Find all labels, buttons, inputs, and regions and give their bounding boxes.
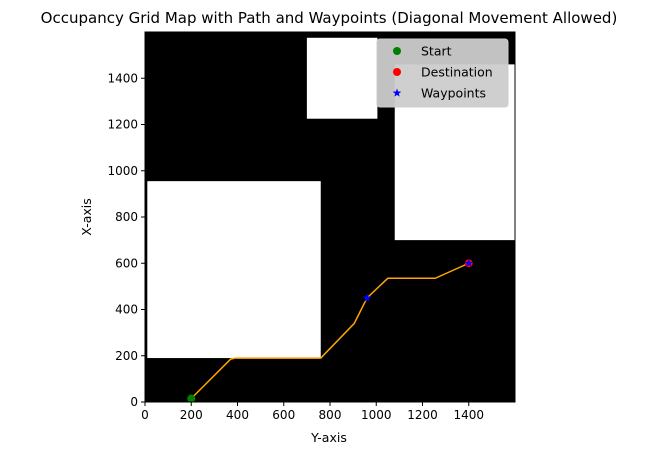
free-region-1 [147, 181, 321, 359]
waypoints-marker-2 [464, 258, 474, 267]
x-tick-label: 400 [226, 408, 249, 422]
waypoints-marker-1 [362, 293, 372, 302]
legend-waypoints-marker [392, 88, 402, 97]
y-tick-label: 1400 [107, 71, 138, 85]
x-tick-label: 0 [141, 408, 149, 422]
y-tick-label: 1200 [107, 118, 138, 132]
x-tick-label: 600 [272, 408, 295, 422]
y-tick-label: 400 [115, 303, 138, 317]
legend-destination-label: Destination [421, 65, 493, 80]
path-line [190, 262, 470, 400]
y-tick-label: 200 [115, 349, 138, 363]
legend-start-label: Start [421, 44, 452, 59]
y-axis-ticks: 0 200 400 600 800 1000 1200 1400 [107, 71, 145, 409]
x-axis-label: Y-axis [310, 430, 347, 445]
y-tick-label: 1000 [107, 164, 138, 178]
start-marker-1 [187, 394, 196, 403]
legend-waypoints-label: Waypoints [421, 86, 486, 101]
markers-layer [187, 258, 474, 403]
x-axis-ticks: 0 200 400 600 800 1000 1200 1400 [141, 402, 484, 422]
chart-title: Occupancy Grid Map with Path and Waypoin… [41, 9, 618, 27]
y-tick-label: 800 [115, 210, 138, 224]
legend-box [376, 38, 509, 108]
legend-destination-marker [393, 68, 401, 76]
x-tick-label: 1000 [361, 408, 392, 422]
y-axis-label: X-axis [79, 198, 94, 236]
x-tick-label: 800 [319, 408, 342, 422]
y-tick-label: 600 [115, 256, 138, 270]
legend-start-marker [393, 47, 401, 55]
legend: Start Destination Waypoints [376, 38, 509, 108]
x-tick-label: 200 [180, 408, 203, 422]
x-tick-label: 1400 [453, 408, 484, 422]
free-region-2 [306, 37, 378, 119]
x-tick-label: 1200 [407, 408, 438, 422]
y-tick-label: 0 [130, 395, 138, 409]
